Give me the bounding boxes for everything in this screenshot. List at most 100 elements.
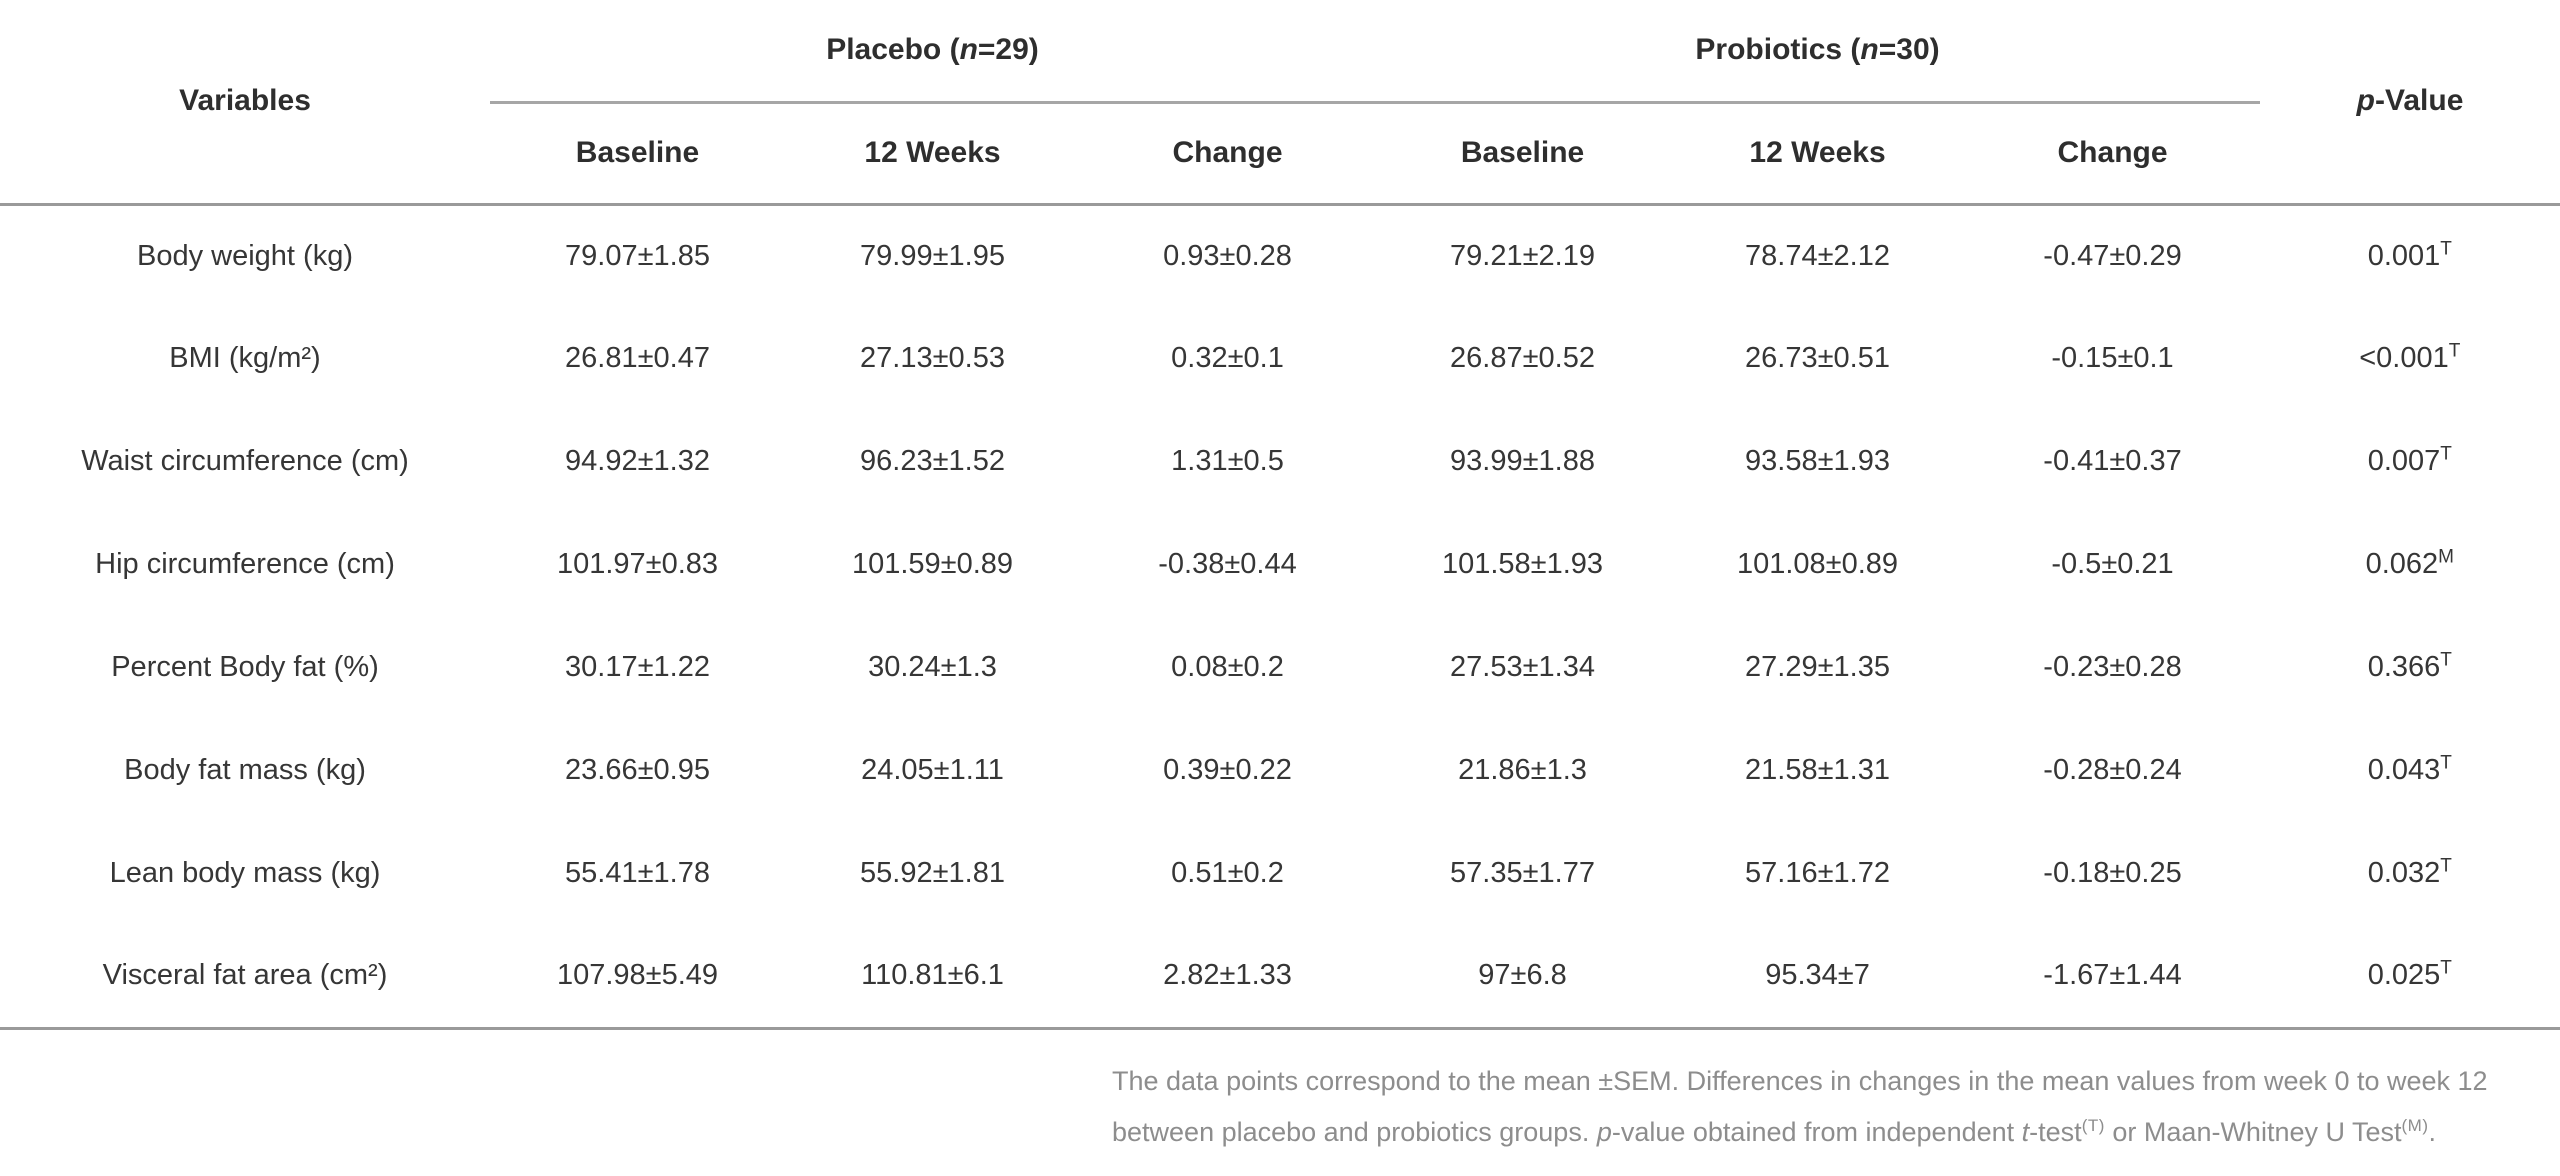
col-header-probiotics-change: Change (1965, 102, 2261, 206)
value-cell: 101.59±0.89 (851, 548, 1014, 580)
value-cell: 101.97±0.83 (556, 548, 719, 580)
row-label: Body fat mass (kg) (124, 754, 366, 786)
p-value-cell: 0.025T (2260, 925, 2560, 1030)
row-label: Body weight (kg) (137, 239, 353, 272)
p-value-test-superscript: T (2440, 238, 2453, 260)
row-label: Waist circumference (cm) (81, 445, 409, 477)
footnote-text: or Maan-Whitney U Test (2104, 1116, 2402, 1147)
p-value: 0.062 (2365, 548, 2439, 580)
table-row: Lean body mass (kg) 55.41±1.78 55.92±1.8… (0, 822, 2560, 925)
p-value-suffix: -Value (2375, 84, 2464, 118)
table-header: Variables Placebo (n=29) Probiotics (n=3… (0, 0, 2560, 206)
row-label: Percent Body fat (%) (111, 651, 379, 683)
col-header-placebo-baseline: Baseline (490, 102, 785, 206)
col-header-variables: Variables (0, 0, 490, 206)
p-value: 0.032 (2367, 857, 2441, 889)
value-cell: 96.23±1.52 (860, 445, 1005, 477)
footnote-line-2: between placebo and probiotics groups. p… (1112, 1107, 2560, 1158)
row-label: Visceral fat area (cm²) (0, 925, 490, 1030)
value-cell: 107.98±5.49 (490, 925, 785, 1030)
value-cell: 0.32±0.1 (1171, 342, 1284, 374)
p-value-test-superscript: T (2440, 649, 2453, 671)
p-value-italic-p: p (2356, 84, 2375, 118)
value-cell: 2.82±1.33 (1080, 925, 1376, 1030)
value-cell: 78.74±2.12 (1745, 239, 1890, 272)
value-cell: -0.28±0.24 (2043, 754, 2182, 786)
value-cell: -0.47±0.29 (2043, 239, 2182, 272)
value-cell: 101.08±0.89 (1736, 548, 1899, 580)
footnote-text: -value obtained from independent (1611, 1116, 2022, 1147)
value-cell: -0.18±0.25 (2043, 857, 2182, 889)
value-cell: 0.51±0.2 (1171, 857, 1284, 889)
value-cell: -0.15±0.1 (2051, 342, 2174, 374)
value-cell: 79.99±1.95 (860, 239, 1005, 272)
group-probiotics-prefix: Probiotics ( (1695, 33, 1861, 67)
value-cell: -0.23±0.28 (2043, 651, 2182, 683)
p-value-cell: 0.007T (2260, 410, 2560, 513)
value-cell: 27.29±1.35 (1745, 651, 1890, 683)
table-row: Visceral fat area (cm²) 107.98±5.49 110.… (0, 925, 2560, 1030)
col-header-probiotics-12weeks: 12 Weeks (1670, 102, 1966, 206)
group-probiotics-suffix: =30) (1878, 33, 1940, 67)
p-value: 0.366 (2367, 651, 2441, 683)
p-value: 0.043 (2367, 754, 2441, 786)
value-cell: 23.66±0.95 (565, 754, 710, 786)
value-cell: 0.08±0.2 (1171, 651, 1284, 683)
p-value-cell: 0.062M (2260, 513, 2560, 616)
value-cell: 0.39±0.22 (1163, 754, 1292, 786)
table-body: Body weight (kg) 79.07±1.85 79.99±1.95 0… (0, 204, 2560, 1030)
value-cell: 21.58±1.31 (1745, 754, 1890, 786)
table-row: Percent Body fat (%) 30.17±1.22 30.24±1.… (0, 616, 2560, 719)
p-value-cell: <0.001T (2260, 307, 2560, 410)
value-cell: 93.58±1.93 (1745, 445, 1890, 477)
p-value-cell: 0.001T (2260, 204, 2560, 307)
p-value-test-superscript: T (2440, 752, 2453, 774)
row-label: Lean body mass (kg) (109, 857, 381, 889)
p-value: 0.025 (2367, 959, 2441, 992)
group-probiotics-n: n (1860, 33, 1879, 67)
footnote-text: -test (2029, 1116, 2082, 1147)
p-value: <0.001 (2359, 342, 2449, 374)
value-cell: 79.21±2.19 (1450, 239, 1595, 272)
value-cell: 26.81±0.47 (565, 342, 710, 374)
p-value-cell: 0.032T (2260, 822, 2560, 925)
col-header-probiotics-baseline: Baseline (1375, 102, 1671, 206)
value-cell: -0.5±0.21 (2051, 548, 2174, 580)
footnote-line-1: The data points correspond to the mean ±… (1112, 1065, 2488, 1096)
row-label: BMI (kg/m²) (169, 342, 321, 374)
value-cell: -0.41±0.37 (2043, 445, 2182, 477)
group-header-placebo: Placebo (n=29) (490, 0, 1376, 104)
value-cell: 21.86±1.3 (1458, 754, 1587, 786)
footnote-italic-t: t (2021, 1116, 2030, 1147)
footnote-text: . (2428, 1116, 2437, 1147)
col-header-placebo-change: Change (1080, 102, 1376, 206)
row-label: Hip circumference (cm) (95, 548, 395, 580)
p-value: 0.001 (2367, 239, 2441, 272)
p-value-test-superscript: T (2448, 340, 2461, 362)
group-placebo-suffix: =29) (977, 33, 1039, 67)
p-value: 0.007 (2367, 445, 2441, 477)
table-footnote: The data points correspond to the mean ±… (1112, 1056, 2560, 1158)
col-header-placebo-12weeks: 12 Weeks (785, 102, 1080, 206)
table-row: Body weight (kg) 79.07±1.85 79.99±1.95 0… (0, 204, 2560, 307)
value-cell: 110.81±6.1 (785, 925, 1080, 1030)
value-cell: 0.93±0.28 (1163, 239, 1292, 272)
value-cell: -0.38±0.44 (1158, 548, 1297, 580)
group-placebo-n: n (959, 33, 978, 67)
col-header-p-value: p-Value (2260, 0, 2560, 206)
value-cell: 97±6.8 (1375, 925, 1671, 1030)
p-value-test-superscript: T (2440, 855, 2453, 877)
value-cell: 79.07±1.85 (565, 239, 710, 272)
value-cell: 30.24±1.3 (868, 651, 997, 683)
group-header-probiotics: Probiotics (n=30) (1375, 0, 2261, 104)
value-cell: 55.41±1.78 (565, 857, 710, 889)
results-table: Variables Placebo (n=29) Probiotics (n=3… (0, 0, 2560, 1030)
value-cell: 93.99±1.88 (1450, 445, 1595, 477)
table-row: BMI (kg/m²) 26.81±0.47 27.13±0.53 0.32±0… (0, 307, 2560, 410)
value-cell: 101.58±1.93 (1441, 548, 1604, 580)
footnote-superscript-T: (T) (2081, 1115, 2105, 1135)
p-value-cell: 0.043T (2260, 719, 2560, 822)
value-cell: 26.87±0.52 (1450, 342, 1595, 374)
footnote-superscript-M: (M) (2401, 1115, 2429, 1135)
